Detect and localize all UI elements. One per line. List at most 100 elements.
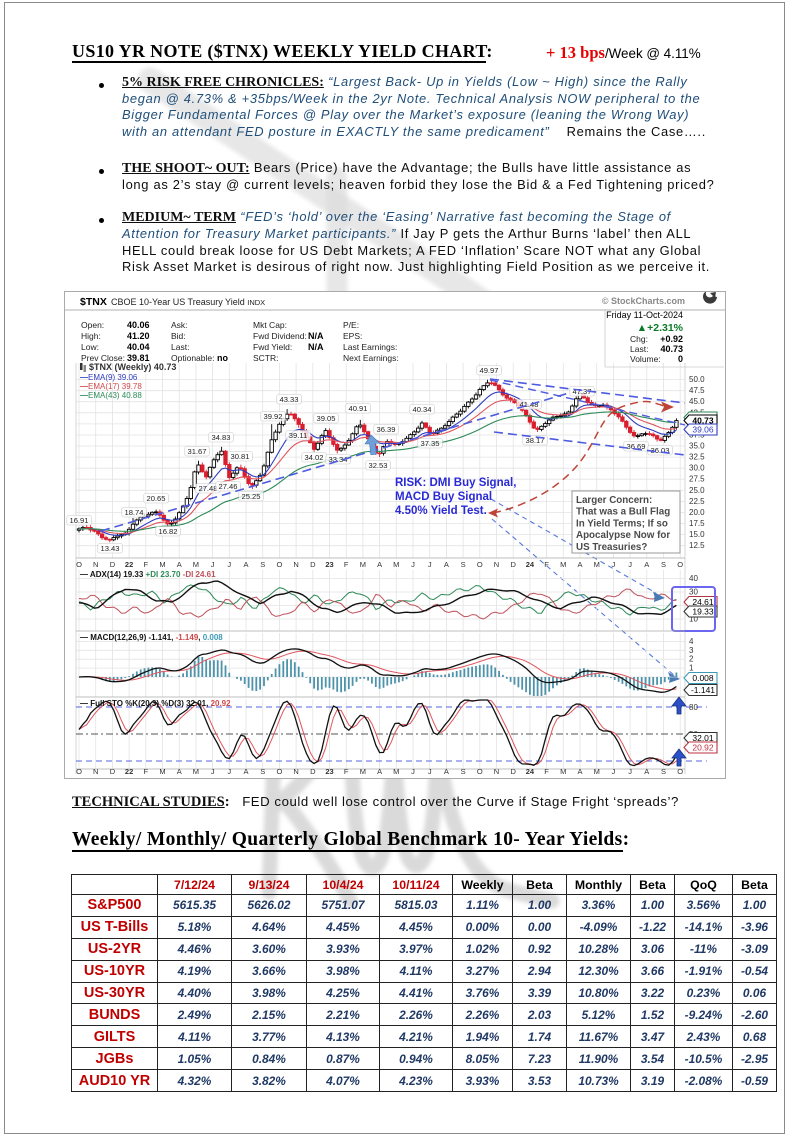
svg-text:40: 40: [689, 574, 698, 583]
svg-text:F: F: [344, 560, 349, 569]
svg-text:O: O: [76, 767, 82, 776]
svg-text:D: D: [110, 560, 116, 569]
svg-text:EPS:: EPS:: [343, 331, 362, 341]
svg-text:30.81: 30.81: [230, 452, 249, 461]
svg-text:Optionable:: Optionable:: [171, 353, 214, 363]
svg-text:13.43: 13.43: [100, 544, 119, 553]
svg-text:D: D: [310, 560, 316, 569]
svg-text:39.11: 39.11: [289, 431, 307, 440]
svg-text:US Treasuries?: US Treasuries?: [576, 542, 647, 553]
svg-text:J: J: [612, 767, 616, 776]
svg-text:P/E:: P/E:: [343, 320, 359, 330]
svg-text:Bid:: Bid:: [171, 331, 186, 341]
svg-text:34.83: 34.83: [211, 433, 230, 442]
svg-text:F: F: [344, 767, 349, 776]
svg-text:12.5: 12.5: [689, 541, 705, 550]
svg-text:A: A: [377, 560, 382, 569]
svg-text:O: O: [276, 767, 282, 776]
svg-text:30.0: 30.0: [689, 464, 705, 473]
svg-text:20.65: 20.65: [146, 494, 165, 503]
svg-text:A: A: [177, 767, 182, 776]
svg-text:32.53: 32.53: [368, 461, 387, 470]
svg-text:F: F: [544, 560, 549, 569]
svg-text:N: N: [293, 767, 298, 776]
svg-text:—EMA(43) 40.88: —EMA(43) 40.88: [80, 391, 142, 400]
svg-text:4.50% Yield Test.: 4.50% Yield Test.: [395, 505, 487, 517]
svg-text:49.97: 49.97: [479, 366, 498, 375]
svg-text:31.67: 31.67: [187, 447, 206, 456]
svg-text:O: O: [76, 560, 82, 569]
svg-text:J: J: [428, 767, 432, 776]
svg-text:▲+2.31%: ▲+2.31%: [637, 322, 684, 334]
svg-text:37.35: 37.35: [420, 439, 439, 448]
svg-text:M: M: [159, 560, 165, 569]
svg-text:J: J: [411, 560, 415, 569]
svg-text:A: A: [444, 560, 449, 569]
svg-text:Last Earnings:: Last Earnings:: [343, 342, 397, 352]
svg-text:Prev Close:: Prev Close:: [81, 353, 125, 363]
svg-text:A: A: [243, 767, 248, 776]
svg-text:N/A: N/A: [308, 342, 324, 352]
svg-text:S: S: [260, 767, 265, 776]
svg-text:A: A: [577, 560, 582, 569]
svg-text:Last:: Last:: [171, 342, 189, 352]
svg-text:0.008: 0.008: [692, 673, 714, 683]
svg-text:Low:: Low:: [81, 342, 99, 352]
svg-text:38.17: 38.17: [525, 436, 544, 445]
svg-text:O: O: [276, 560, 282, 569]
svg-text:-1.141: -1.141: [691, 685, 715, 695]
svg-text:M: M: [594, 767, 600, 776]
svg-text:D: D: [110, 767, 116, 776]
svg-text:3: 3: [689, 646, 694, 655]
svg-text:25.25: 25.25: [241, 492, 260, 501]
svg-text:O: O: [677, 767, 683, 776]
svg-text:39.81: 39.81: [127, 353, 150, 363]
svg-text:Larger Concern:: Larger Concern:: [576, 495, 652, 506]
svg-text:—EMA(17) 39.78: —EMA(17) 39.78: [80, 382, 142, 391]
svg-text:40.04: 40.04: [127, 342, 150, 352]
svg-text:— MACD(12,26,9) -1.141, -1.149: — MACD(12,26,9) -1.141, -1.149, 0.008: [80, 633, 223, 642]
svg-text:32.01: 32.01: [692, 733, 714, 743]
svg-text:D: D: [510, 560, 516, 569]
svg-text:J: J: [612, 560, 616, 569]
svg-text:18.74: 18.74: [124, 508, 143, 517]
svg-text:30: 30: [689, 588, 698, 597]
svg-text:J: J: [211, 560, 215, 569]
svg-text:D: D: [510, 767, 516, 776]
svg-text:33.34: 33.34: [328, 455, 347, 464]
svg-text:S: S: [461, 560, 466, 569]
svg-text:S: S: [260, 560, 265, 569]
svg-text:That was a Bull Flag: That was a Bull Flag: [576, 507, 670, 518]
svg-text:A: A: [444, 767, 449, 776]
svg-text:47.37: 47.37: [572, 387, 591, 396]
svg-text:40.73: 40.73: [660, 344, 683, 354]
svg-text:S: S: [661, 560, 666, 569]
svg-text:N: N: [494, 560, 499, 569]
svg-text:M: M: [193, 767, 199, 776]
svg-text:22.5: 22.5: [689, 497, 705, 506]
svg-text:17.5: 17.5: [689, 519, 705, 528]
svg-text:M: M: [159, 767, 165, 776]
svg-text:27.5: 27.5: [689, 475, 705, 484]
svg-text:43.33: 43.33: [279, 395, 298, 404]
svg-text:— ADX(14) 19.33 +DI 23.70 -DI: — ADX(14) 19.33 +DI 23.70 -DI 24.61: [80, 570, 216, 579]
svg-text:S: S: [461, 767, 466, 776]
svg-text:A: A: [644, 767, 649, 776]
svg-text:40.91: 40.91: [348, 404, 367, 413]
svg-text:N: N: [93, 767, 98, 776]
svg-text:39.06: 39.06: [692, 425, 714, 435]
svg-text:41.48: 41.48: [519, 400, 538, 409]
svg-text:Next Earnings:: Next Earnings:: [343, 353, 399, 363]
svg-text:4: 4: [689, 637, 694, 646]
svg-text:40.06: 40.06: [127, 320, 150, 330]
svg-text:50.0: 50.0: [689, 375, 705, 384]
svg-text:Ask:: Ask:: [171, 320, 188, 330]
svg-text:Fwd Dividend:: Fwd Dividend:: [253, 331, 307, 341]
svg-text:24: 24: [526, 767, 535, 776]
svg-text:F: F: [144, 560, 149, 569]
svg-text:In Yield Terms; If so: In Yield Terms; If so: [576, 518, 668, 529]
svg-text:O: O: [477, 767, 483, 776]
svg-text:10: 10: [689, 615, 698, 624]
svg-text:47.5: 47.5: [689, 386, 705, 395]
svg-text:27.46: 27.46: [218, 482, 237, 491]
